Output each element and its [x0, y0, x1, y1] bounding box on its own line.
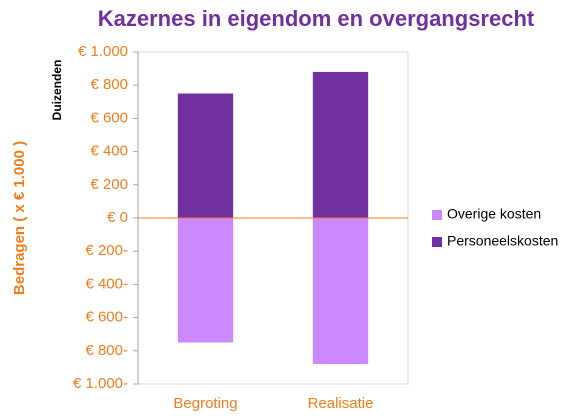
y-axis-label: Bedragen ( x € 1.000 ): [11, 141, 28, 295]
y-tick-label: € 600: [90, 109, 128, 126]
y-tick-label: € 800: [90, 76, 128, 93]
y-tick-label: € 1.000-: [73, 375, 128, 392]
bar: [177, 218, 234, 343]
y-tick-label: € 800-: [85, 342, 128, 359]
legend-label: Overige kosten: [447, 206, 541, 222]
y-tick-label: € 600-: [85, 309, 128, 326]
bar: [177, 93, 234, 218]
y-tick-label: € 1.000: [78, 43, 128, 60]
y-tick-label: € 400-: [85, 275, 128, 292]
y-tick-label: € 0: [107, 209, 128, 226]
bar: [312, 71, 369, 218]
y-unit-label: Duizenden: [50, 60, 64, 121]
legend-swatch: [432, 210, 442, 220]
y-tick-label: € 200: [90, 176, 128, 193]
x-tick-label: Begroting: [173, 395, 237, 412]
bar: [312, 218, 369, 365]
y-tick-label: € 200-: [85, 242, 128, 259]
legend-swatch: [432, 237, 442, 247]
chart-title: Kazernes in eigendom en overgangsrecht: [98, 6, 535, 31]
x-tick-label: Realisatie: [308, 395, 374, 412]
legend-label: Personeelskosten: [447, 233, 558, 249]
y-tick-label: € 400: [90, 143, 128, 160]
